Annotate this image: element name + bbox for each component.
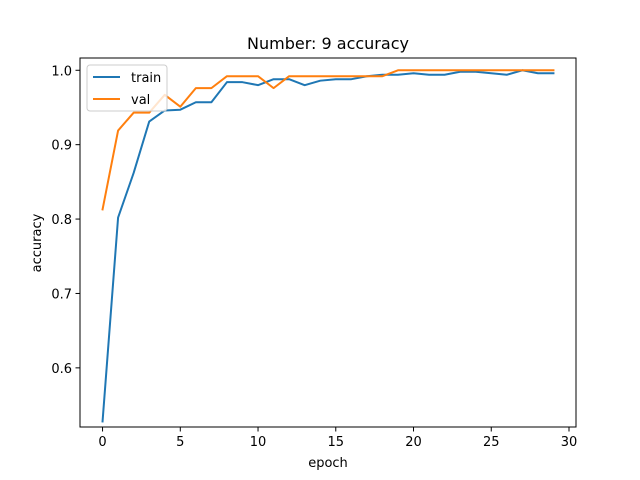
chart-title: Number: 9 accuracy [247,34,409,53]
legend: train val [86,64,168,112]
x-tick-label: 30 [561,435,578,450]
y-tick-label: 0.6 [51,362,72,377]
x-axis-label: epoch [308,456,348,471]
x-tick-label: 15 [328,435,345,450]
y-axis-label: accuracy [30,213,45,272]
axes-frame [79,57,577,428]
legend-label-val: val [131,93,150,108]
axes: 0 5 10 15 20 25 30 0.6 0.7 0.8 0.9 1.0 [51,57,578,450]
y-tick-label: 0.7 [51,287,72,302]
y-tick-label: 0.9 [51,139,72,154]
x-tick-label: 20 [405,435,422,450]
plot-area [101,69,555,423]
x-tick-label: 5 [176,435,184,450]
series-line-train [101,69,555,423]
x-tick-label: 10 [250,435,267,450]
x-tick-label: 0 [98,435,106,450]
y-tick-label: 0.8 [51,213,72,228]
y-tick-label: 1.0 [51,64,72,79]
legend-label-train: train [131,71,161,86]
x-tick-label: 25 [483,435,500,450]
series-line-val [101,69,555,211]
